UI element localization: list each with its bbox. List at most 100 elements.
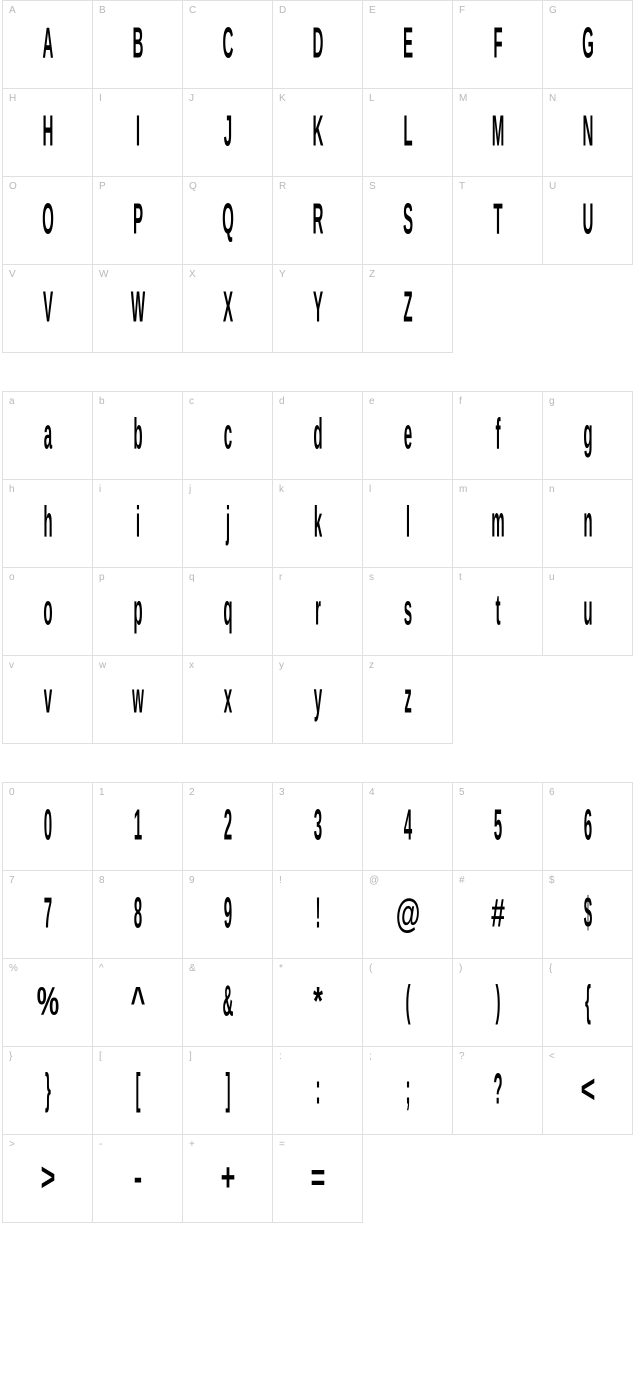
glyph-cell[interactable]: CC [183, 1, 273, 89]
glyph-cell[interactable]: yy [273, 656, 363, 744]
glyph-cell[interactable]: uu [543, 568, 633, 656]
glyph-cell[interactable]: pp [93, 568, 183, 656]
cell-glyph: s [397, 592, 417, 628]
glyph-cell[interactable]: -- [93, 1135, 183, 1223]
glyph-cell[interactable]: }} [3, 1047, 93, 1135]
glyph-cell[interactable]: FF [453, 1, 543, 89]
glyph-cell[interactable]: ?? [453, 1047, 543, 1135]
glyph-cell[interactable]: 33 [273, 783, 363, 871]
cell-label: 8 [99, 875, 105, 886]
glyph-cell[interactable]: 11 [93, 783, 183, 871]
glyph-cell[interactable]: oo [3, 568, 93, 656]
glyph-cell[interactable]: nn [543, 480, 633, 568]
glyph-cell[interactable]: bb [93, 392, 183, 480]
cell-label: @ [369, 875, 379, 886]
cell-glyph: 9 [217, 895, 237, 931]
cell-glyph: S [395, 201, 419, 237]
glyph-cell[interactable]: {{ [543, 959, 633, 1047]
glyph-cell[interactable]: vv [3, 656, 93, 744]
glyph-cell[interactable]: hh [3, 480, 93, 568]
glyph-cell[interactable]: 77 [3, 871, 93, 959]
glyph-cell[interactable]: 99 [183, 871, 273, 959]
cell-label: 9 [189, 875, 195, 886]
glyph-cell[interactable]: << [543, 1047, 633, 1135]
glyph-cell[interactable]: YY [273, 265, 363, 353]
glyph-cell[interactable]: JJ [183, 89, 273, 177]
glyph-cell[interactable]: @@ [363, 871, 453, 959]
glyph-cell[interactable]: aa [3, 392, 93, 480]
glyph-cell[interactable]: && [183, 959, 273, 1047]
glyph-cell[interactable]: EE [363, 1, 453, 89]
cell-glyph: m [481, 504, 513, 540]
glyph-cell[interactable]: ZZ [363, 265, 453, 353]
glyph-cell[interactable]: == [273, 1135, 363, 1223]
glyph-cell[interactable]: >> [3, 1135, 93, 1223]
glyph-cell[interactable]: NN [543, 89, 633, 177]
glyph-cell[interactable]: TT [453, 177, 543, 265]
glyph-cell[interactable]: ** [273, 959, 363, 1047]
cell-label: F [459, 5, 465, 16]
glyph-cell[interactable]: VV [3, 265, 93, 353]
glyph-cell[interactable]: 22 [183, 783, 273, 871]
glyph-cell[interactable]: RR [273, 177, 363, 265]
glyph-cell[interactable]: PP [93, 177, 183, 265]
glyph-cell[interactable]: BB [93, 1, 183, 89]
glyph-cell[interactable]: MM [453, 89, 543, 177]
glyph-cell[interactable]: $$ [543, 871, 633, 959]
glyph-cell[interactable]: ;; [363, 1047, 453, 1135]
glyph-cell[interactable]: WW [93, 265, 183, 353]
glyph-cell[interactable]: !! [273, 871, 363, 959]
glyph-cell[interactable]: (( [363, 959, 453, 1047]
cell-glyph: R [305, 201, 331, 237]
glyph-cell[interactable]: ^^ [93, 959, 183, 1047]
glyph-cell[interactable]: LL [363, 89, 453, 177]
glyph-cell[interactable]: )) [453, 959, 543, 1047]
glyph-cell[interactable]: :: [273, 1047, 363, 1135]
glyph-cell[interactable]: dd [273, 392, 363, 480]
glyph-cell[interactable]: DD [273, 1, 363, 89]
glyph-cell[interactable]: AA [3, 1, 93, 89]
cell-glyph: I [132, 113, 142, 149]
glyph-cell[interactable]: XX [183, 265, 273, 353]
glyph-cell[interactable]: 66 [543, 783, 633, 871]
glyph-cell[interactable]: KK [273, 89, 363, 177]
glyph-cell[interactable]: ++ [183, 1135, 273, 1223]
glyph-cell[interactable]: gg [543, 392, 633, 480]
glyph-cell[interactable]: II [93, 89, 183, 177]
glyph-cell[interactable]: ll [363, 480, 453, 568]
cell-glyph: * [310, 983, 324, 1019]
glyph-cell[interactable]: ]] [183, 1047, 273, 1135]
glyph-cell[interactable]: OO [3, 177, 93, 265]
glyph-cell[interactable]: kk [273, 480, 363, 568]
glyph-cell[interactable]: [[ [93, 1047, 183, 1135]
glyph-cell[interactable]: ww [93, 656, 183, 744]
glyph-cell[interactable]: mm [453, 480, 543, 568]
glyph-cell[interactable]: SS [363, 177, 453, 265]
glyph-cell[interactable]: 88 [93, 871, 183, 959]
glyph-cell[interactable]: jj [183, 480, 273, 568]
glyph-cell[interactable]: GG [543, 1, 633, 89]
glyph-cell[interactable]: zz [363, 656, 453, 744]
glyph-cell[interactable]: 44 [363, 783, 453, 871]
glyph-cell[interactable]: qq [183, 568, 273, 656]
glyph-cell[interactable]: ## [453, 871, 543, 959]
glyph-cell[interactable]: HH [3, 89, 93, 177]
glyph-cell[interactable]: cc [183, 392, 273, 480]
glyph-cell[interactable]: UU [543, 177, 633, 265]
glyph-cell[interactable]: xx [183, 656, 273, 744]
glyph-cell[interactable]: QQ [183, 177, 273, 265]
cell-glyph: 6 [577, 807, 597, 843]
glyph-cell[interactable]: ii [93, 480, 183, 568]
glyph-cell[interactable]: rr [273, 568, 363, 656]
glyph-cell[interactable]: 55 [453, 783, 543, 871]
glyph-cell[interactable]: ff [453, 392, 543, 480]
cell-label: D [279, 5, 286, 16]
glyph-cell[interactable]: tt [453, 568, 543, 656]
glyph-cell[interactable]: %% [3, 959, 93, 1047]
glyph-cell[interactable]: ss [363, 568, 453, 656]
glyph-cell[interactable]: ee [363, 392, 453, 480]
section-uppercase: AABBCCDDEEFFGG HHIIJJKKLLMMNN OOPPQQRRSSTT… [2, 0, 638, 353]
glyph-cell[interactable]: 00 [3, 783, 93, 871]
cell-label: $ [549, 875, 555, 886]
cell-glyph: g [577, 416, 599, 452]
